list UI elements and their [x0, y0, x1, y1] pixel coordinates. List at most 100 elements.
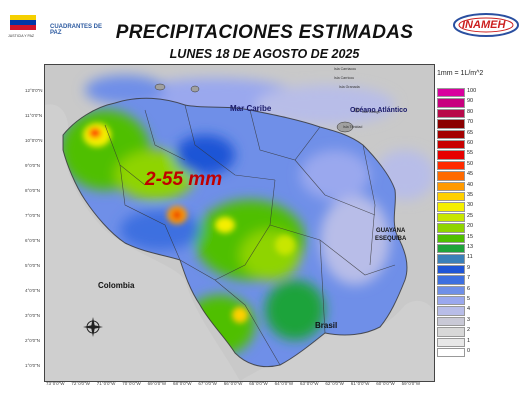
- legend-swatch: [437, 108, 465, 119]
- inameh-logo: INAMEH: [450, 12, 520, 38]
- legend-value: 80: [467, 108, 474, 115]
- legend-swatch: [437, 233, 465, 243]
- lon-tick-label: 62°0'0"W: [325, 381, 344, 386]
- label-mar-caribe: Mar Caribe: [230, 104, 272, 113]
- legend-swatch: [437, 129, 465, 139]
- legend-value: 0: [467, 348, 471, 354]
- legend-value: 65: [467, 129, 474, 136]
- lon-tick-label: 72°0'0"W: [71, 381, 90, 386]
- legend-value: 11: [467, 254, 473, 261]
- legend-value: 35: [467, 192, 474, 198]
- legend-value: 1: [467, 337, 471, 344]
- legend-swatch: [437, 202, 465, 212]
- label-island: Isla Tobago: [362, 110, 381, 114]
- lat-tick-label: 4°0'0"N: [25, 288, 41, 293]
- legend-swatch: [437, 275, 465, 285]
- compass-icon: [83, 317, 103, 337]
- legend-swatch: [437, 171, 465, 181]
- legend-value: 40: [467, 181, 474, 188]
- lon-tick-label: 61°0'0"W: [350, 381, 370, 386]
- left-logo-small: JUSTICIA Y PAZ: [8, 34, 35, 38]
- legend-title: 1mm = 1L/m^2: [437, 70, 484, 77]
- legend-value: 5: [467, 296, 471, 302]
- lon-tick-label: 59°0'0"W: [401, 381, 421, 386]
- lat-tick-label: 12°0'0"N: [25, 88, 43, 93]
- legend-swatch: [437, 192, 465, 202]
- legend-value: 2: [467, 327, 471, 334]
- legend-swatch: [437, 160, 465, 171]
- lon-tick-label: 70°0'0"W: [122, 381, 141, 386]
- legend-swatch: [437, 337, 465, 347]
- legend-swatch: [437, 327, 465, 337]
- lon-tick-label: 60°0'0"W: [376, 381, 395, 386]
- legend-value: 13: [467, 244, 474, 250]
- page-title: PRECIPITACIONES ESTIMADAS: [115, 22, 414, 43]
- legend-value: 9: [467, 264, 471, 271]
- label-guayana-esequiba: GUAYANA ESEQUIBA: [375, 228, 407, 242]
- legend-swatch: [437, 223, 465, 233]
- legend-value: 20: [467, 223, 474, 230]
- lon-tick-label: 73°0'0"W: [46, 381, 65, 386]
- legend-swatch: [437, 140, 465, 150]
- legend: 100 90 80 70 65 60 55 50 45 40 35 30 25 20 15 13 11 9 7 6 5 4…: [437, 88, 527, 368]
- lat-tick-label: 6°0'0"N: [25, 238, 41, 243]
- lat-tick-label: 7°0'0"N: [25, 213, 41, 218]
- label-colombia: Colombia: [98, 281, 135, 290]
- legend-swatch: [437, 306, 465, 316]
- precipitation-map: [44, 64, 435, 382]
- legend-value: 15: [467, 233, 474, 240]
- legend-swatch: [437, 88, 465, 98]
- legend-value: 7: [467, 275, 471, 282]
- flag-icon: [10, 15, 36, 30]
- lon-tick-label: 68°0'0"W: [173, 381, 192, 386]
- left-logo: CUADRANTES DE PAZ JUSTICIA Y PAZ: [8, 12, 108, 38]
- legend-value: 45: [467, 171, 474, 178]
- legend-swatch: [437, 264, 465, 275]
- lon-tick-label: 65°0'0"W: [249, 381, 268, 386]
- legend-swatch: [437, 254, 465, 264]
- page-subtitle: LUNES 18 DE AGOSTO DE 2025: [169, 47, 360, 61]
- lat-tick-label: 10°0'0"N: [25, 138, 43, 143]
- lon-tick-label: 63°0'0"W: [300, 381, 319, 386]
- legend-swatch: [437, 181, 465, 191]
- map-svg: [45, 65, 434, 381]
- legend-value: 70: [467, 119, 474, 126]
- lat-tick-label: 8°0'0"N: [25, 188, 41, 193]
- lat-tick-label: 11°0'0"N: [25, 113, 43, 118]
- label-island: Isla Trinidad: [343, 125, 363, 129]
- legend-value: 25: [467, 212, 474, 219]
- label-island: Isla Carricou: [334, 76, 355, 80]
- label-island: Isla Granada: [339, 85, 360, 89]
- legend-value: 55: [467, 150, 474, 157]
- lat-tick-label: 5°0'0"N: [25, 263, 41, 268]
- legend-swatch: [437, 296, 465, 306]
- lat-tick-label: 2°0'0"N: [25, 338, 41, 343]
- legend-value: 4: [467, 306, 471, 313]
- legend-swatch: [437, 285, 465, 295]
- legend-swatch: [437, 316, 465, 327]
- legend-swatch: [437, 212, 465, 223]
- legend-value: 50: [467, 160, 474, 167]
- inameh-logo-text: INAMEH: [462, 19, 506, 31]
- legend-swatch: [437, 98, 465, 108]
- legend-value: 3: [467, 316, 471, 323]
- lon-tick-label: 71°0'0"W: [96, 381, 116, 386]
- lon-tick-label: 66°0'0"W: [223, 381, 243, 386]
- lat-tick-label: 3°0'0"N: [25, 313, 41, 318]
- legend-value: 60: [467, 140, 474, 146]
- lon-tick-label: 69°0'0"W: [147, 381, 167, 386]
- legend-value: 100: [467, 88, 477, 94]
- legend-value: 6: [467, 285, 471, 292]
- lon-tick-label: 67°0'0"W: [198, 381, 217, 386]
- range-annotation: 2-55 mm: [145, 169, 223, 190]
- lat-tick-label: 9°0'0"N: [25, 163, 41, 168]
- legend-swatch: [437, 150, 465, 160]
- left-logo-text: CUADRANTES DE PAZ: [50, 24, 103, 36]
- legend-swatch: [437, 244, 465, 254]
- legend-swatch: [437, 119, 465, 129]
- lon-tick-label: 64°0'0"W: [274, 381, 294, 386]
- label-oceano-atlantico: Océano Atlántico: [350, 107, 408, 114]
- legend-value: 30: [467, 202, 474, 209]
- label-brasil: Brasil: [315, 321, 338, 330]
- legend-swatch: [437, 348, 465, 358]
